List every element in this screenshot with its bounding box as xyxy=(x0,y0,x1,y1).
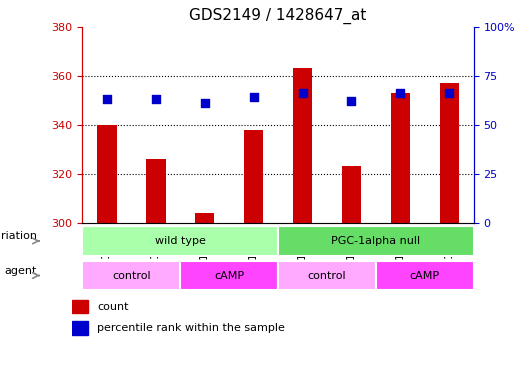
Point xyxy=(152,96,160,103)
Text: PGC-1alpha null: PGC-1alpha null xyxy=(331,236,421,246)
Point xyxy=(103,96,111,103)
Bar xyxy=(342,166,361,223)
Bar xyxy=(195,213,214,223)
Bar xyxy=(440,83,459,223)
Bar xyxy=(72,300,88,313)
Bar xyxy=(146,159,165,223)
Bar xyxy=(278,261,376,290)
Text: control: control xyxy=(307,270,346,281)
Title: GDS2149 / 1428647_at: GDS2149 / 1428647_at xyxy=(190,8,367,24)
Bar xyxy=(82,226,278,256)
Point xyxy=(445,90,453,96)
Text: count: count xyxy=(97,302,129,312)
Bar xyxy=(82,261,180,290)
Bar xyxy=(278,226,474,256)
Bar xyxy=(180,261,278,290)
Text: percentile rank within the sample: percentile rank within the sample xyxy=(97,323,285,333)
Bar xyxy=(72,321,88,334)
Text: agent: agent xyxy=(5,266,37,276)
Text: cAMP: cAMP xyxy=(410,270,440,281)
Point xyxy=(299,90,307,96)
Text: control: control xyxy=(112,270,151,281)
Point xyxy=(396,90,404,96)
Text: wild type: wild type xyxy=(155,236,205,246)
Text: cAMP: cAMP xyxy=(214,270,244,281)
Bar xyxy=(390,93,410,223)
Point xyxy=(347,98,355,104)
Point xyxy=(249,94,258,101)
Bar xyxy=(376,261,474,290)
Bar xyxy=(244,130,263,223)
Point xyxy=(201,100,209,106)
Bar xyxy=(293,68,312,223)
Bar xyxy=(97,125,116,223)
Text: genotype/variation: genotype/variation xyxy=(0,231,37,241)
